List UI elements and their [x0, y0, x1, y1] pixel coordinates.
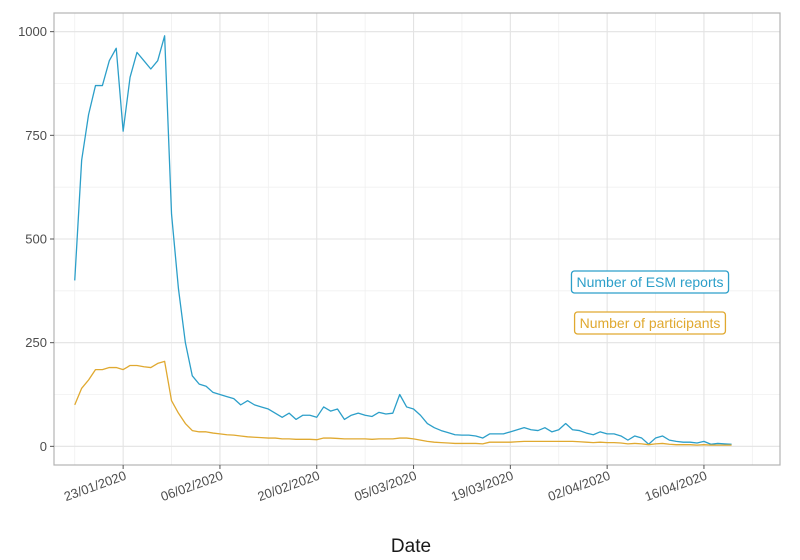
major-gridlines — [54, 13, 780, 465]
legend-box — [573, 311, 727, 335]
x-tick-label: 20/02/2020 — [255, 468, 321, 504]
y-tick-label: 250 — [25, 335, 47, 350]
x-tick-label: 19/03/2020 — [449, 468, 515, 504]
x-tick-label: 16/04/2020 — [643, 468, 709, 504]
x-axis-ticks: 23/01/2020 06/02/2020 20/02/2020 05/03/2020… — [62, 465, 709, 504]
y-tick-label: 0 — [40, 439, 47, 454]
series-line-participants — [74, 360, 732, 446]
x-tick-label: 05/03/2020 — [352, 468, 418, 504]
y-tick-label: 1000 — [18, 24, 47, 39]
legend-box — [570, 270, 730, 294]
x-axis-title: Date — [391, 536, 431, 557]
y-tick-label: 750 — [25, 128, 47, 143]
series-line-esm-reports — [74, 35, 732, 445]
x-tick-label: 23/01/2020 — [62, 468, 128, 504]
x-tick-label: 02/04/2020 — [546, 468, 612, 504]
series-lines — [74, 35, 732, 446]
legend-label: Number of ESM reports — [576, 274, 723, 290]
legend-entry: Number of participants — [573, 311, 727, 335]
x-tick-label: 06/02/2020 — [159, 468, 225, 504]
y-tick-label: 500 — [25, 232, 47, 247]
legend-entry: Number of ESM reports — [570, 270, 730, 294]
legend: Number of ESM reports Number of participa… — [570, 270, 730, 335]
y-axis-ticks: 0 250 500 750 1000 — [18, 24, 54, 454]
legend-label: Number of participants — [580, 315, 721, 331]
